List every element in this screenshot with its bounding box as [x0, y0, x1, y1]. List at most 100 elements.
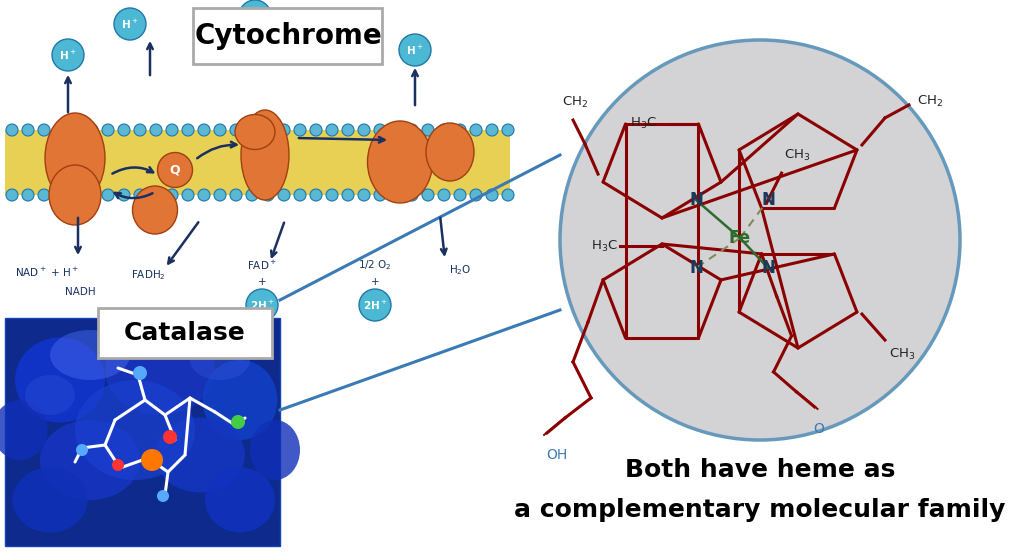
Circle shape [133, 366, 147, 380]
Circle shape [359, 289, 391, 321]
Circle shape [239, 0, 271, 32]
Circle shape [52, 39, 84, 71]
Text: +: + [258, 277, 266, 287]
Text: H$_3$C: H$_3$C [591, 238, 618, 253]
Text: CH$_3$: CH$_3$ [889, 347, 915, 362]
Circle shape [262, 124, 274, 136]
Text: NAD$^+$ + H$^+$: NAD$^+$ + H$^+$ [15, 265, 79, 279]
Text: +: + [371, 277, 379, 287]
Circle shape [294, 124, 306, 136]
Text: Fe: Fe [729, 229, 751, 247]
Circle shape [6, 189, 18, 201]
Circle shape [502, 189, 514, 201]
Ellipse shape [368, 121, 432, 203]
Ellipse shape [250, 420, 300, 480]
Ellipse shape [132, 186, 177, 234]
Ellipse shape [50, 330, 130, 380]
Circle shape [102, 124, 114, 136]
Ellipse shape [45, 113, 105, 203]
Circle shape [134, 189, 146, 201]
Circle shape [76, 444, 88, 456]
Ellipse shape [75, 380, 195, 480]
Circle shape [70, 189, 82, 201]
Circle shape [422, 124, 434, 136]
Circle shape [278, 124, 290, 136]
Text: N: N [761, 259, 775, 277]
Circle shape [262, 189, 274, 201]
Circle shape [310, 124, 322, 136]
Text: CH$_2$: CH$_2$ [562, 95, 588, 110]
Circle shape [54, 189, 66, 201]
Ellipse shape [25, 375, 75, 415]
Circle shape [470, 124, 482, 136]
Circle shape [150, 124, 162, 136]
Circle shape [246, 289, 278, 321]
Circle shape [246, 124, 258, 136]
FancyBboxPatch shape [98, 308, 272, 358]
Text: 2H$^+$: 2H$^+$ [250, 299, 274, 311]
Circle shape [406, 124, 418, 136]
Ellipse shape [105, 325, 215, 415]
Circle shape [118, 189, 130, 201]
Circle shape [246, 189, 258, 201]
Text: N: N [761, 191, 775, 209]
Circle shape [390, 189, 402, 201]
Ellipse shape [15, 337, 105, 422]
Ellipse shape [241, 110, 289, 200]
Circle shape [342, 124, 354, 136]
Circle shape [182, 189, 194, 201]
Text: FADH$_2$: FADH$_2$ [131, 268, 166, 282]
Circle shape [112, 459, 124, 471]
Circle shape [231, 415, 245, 429]
Circle shape [86, 124, 98, 136]
Text: H$^+$: H$^+$ [59, 49, 77, 61]
Text: Q: Q [170, 164, 180, 176]
Text: FAD$^+$: FAD$^+$ [247, 258, 276, 272]
Circle shape [118, 124, 130, 136]
Circle shape [22, 189, 34, 201]
Text: Both have heme as: Both have heme as [625, 458, 895, 482]
Circle shape [470, 189, 482, 201]
Circle shape [102, 189, 114, 201]
FancyBboxPatch shape [5, 318, 280, 546]
Text: Catalase: Catalase [124, 321, 246, 345]
Circle shape [294, 189, 306, 201]
Text: NADH: NADH [65, 287, 95, 297]
Text: OH: OH [547, 448, 567, 462]
Circle shape [166, 124, 178, 136]
Circle shape [22, 124, 34, 136]
Circle shape [182, 124, 194, 136]
Ellipse shape [158, 153, 193, 187]
Circle shape [141, 449, 163, 471]
Circle shape [6, 124, 18, 136]
Circle shape [438, 189, 450, 201]
Circle shape [406, 189, 418, 201]
Circle shape [502, 124, 514, 136]
Circle shape [454, 189, 466, 201]
Circle shape [454, 124, 466, 136]
Text: a complementary molecular family: a complementary molecular family [514, 498, 1006, 522]
Circle shape [163, 430, 177, 444]
Ellipse shape [0, 400, 47, 460]
Circle shape [230, 189, 242, 201]
Circle shape [326, 124, 338, 136]
Text: H$^+$: H$^+$ [407, 44, 424, 56]
Text: H$_3$C: H$_3$C [630, 116, 656, 132]
Circle shape [166, 189, 178, 201]
Circle shape [157, 490, 169, 502]
Ellipse shape [234, 114, 275, 149]
Ellipse shape [49, 165, 101, 225]
Circle shape [86, 189, 98, 201]
Ellipse shape [12, 467, 87, 533]
Ellipse shape [426, 123, 474, 181]
Circle shape [310, 189, 322, 201]
Circle shape [342, 189, 354, 201]
Circle shape [198, 124, 210, 136]
Text: H$^+$: H$^+$ [121, 18, 139, 30]
Circle shape [358, 189, 370, 201]
Circle shape [390, 124, 402, 136]
Circle shape [560, 40, 961, 440]
Ellipse shape [203, 360, 278, 440]
Text: H$^+$: H$^+$ [246, 9, 264, 23]
Circle shape [374, 189, 386, 201]
